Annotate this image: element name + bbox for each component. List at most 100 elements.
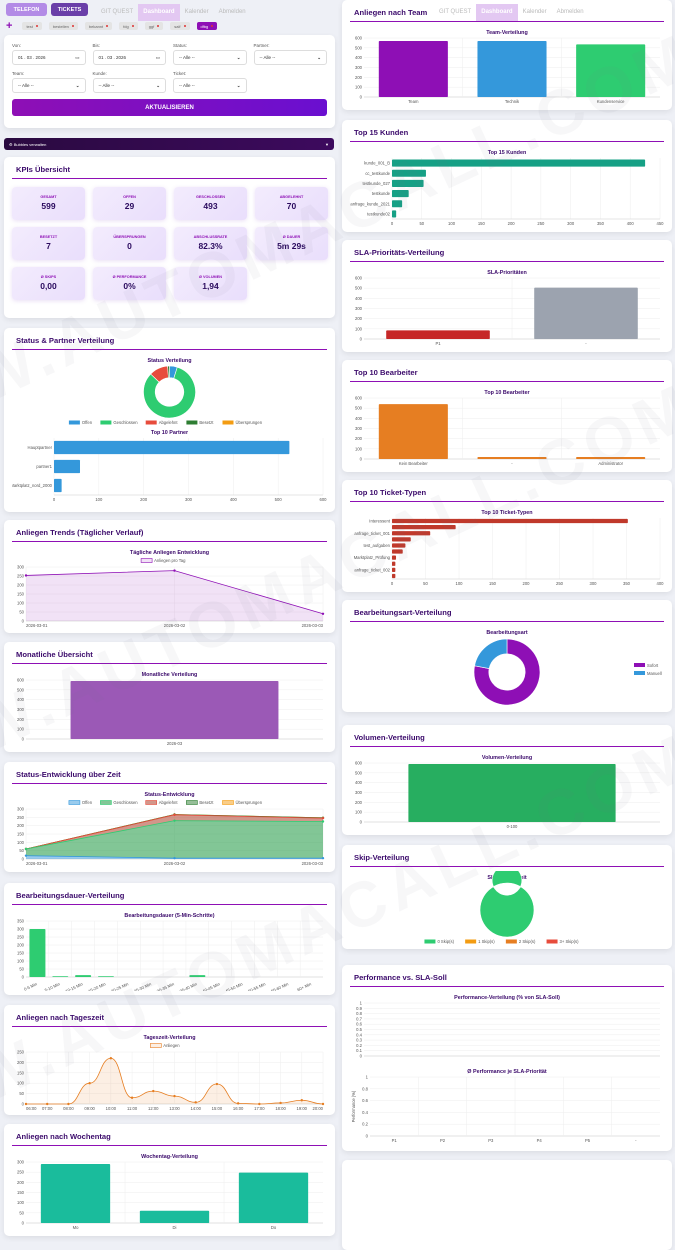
data-point — [279, 1101, 282, 1105]
aktualisieren-button[interactable]: AKTUALISIEREN — [12, 99, 327, 116]
category-label: 12:00 — [148, 1106, 159, 1111]
remove-icon[interactable] — [106, 25, 109, 27]
partner-select[interactable]: -- Alle -- ⌄ — [253, 50, 327, 65]
bubble-chip[interactable]: bestellen — [48, 22, 78, 30]
category-label: 07:00 — [42, 1106, 53, 1111]
category-label: Hauptpartner — [28, 445, 53, 450]
tick-label: 50 — [19, 848, 24, 853]
tick-label: 0.2 — [362, 1122, 368, 1127]
remove-icon[interactable] — [183, 25, 186, 27]
weekday-chart: Wochentag-Verteilung 0 50 100 150 200 250 300 Mo… — [17, 1154, 323, 1230]
select-value: -- Alle -- — [18, 83, 34, 88]
remove-icon[interactable] — [35, 25, 38, 27]
bis-date-input[interactable]: 01 . 03 . 2026 ▭ — [92, 50, 166, 65]
bar — [238, 1172, 309, 1223]
data-point — [321, 856, 325, 860]
remove-icon[interactable] — [157, 25, 160, 27]
chart-title: Performance-Verteilung (% von SLA-Soll) — [454, 995, 560, 1001]
section-title: Bearbeitungsdauer-Verteilung — [12, 883, 327, 905]
performance-by-sla-chart: Ø Performance je SLA-Priorität 0 0.2 0.4 0.6… — [351, 1069, 660, 1143]
status-select[interactable]: -- Alle -- ⌄ — [173, 50, 247, 65]
team-label: Team: — [12, 71, 25, 76]
calendar-icon[interactable]: ▭ — [75, 54, 80, 60]
legend-label: Abgelehnt — [159, 800, 179, 805]
nav-git-quest[interactable]: GIT QUEST — [101, 9, 134, 15]
area-fill — [26, 820, 323, 859]
kpi-value: 493 — [203, 201, 218, 211]
tick-label: 100 — [355, 326, 363, 331]
nav-abmelden[interactable]: Abmelden — [556, 9, 584, 15]
category-label: 2026-03-03 — [302, 623, 324, 628]
chart-title: Tageszeit-Verteilung — [143, 1035, 195, 1041]
data-point — [173, 856, 176, 860]
bubbles-toggle[interactable]: ⚙ Bubbles verwalten ▼ — [4, 138, 334, 150]
remove-icon[interactable] — [131, 25, 134, 27]
chevron-down-icon: ⌄ — [236, 54, 241, 60]
nav-kalender[interactable]: Kalender — [522, 9, 547, 15]
kpi-label: Abgelehnt — [279, 195, 304, 199]
kpi-label: Offen — [123, 195, 136, 199]
legend-swatch — [150, 1043, 162, 1048]
category-label: - — [635, 1138, 637, 1143]
data-point — [24, 574, 28, 577]
ticket-select[interactable]: -- Alle -- ⌄ — [173, 78, 247, 93]
bubble-chip[interactable]: test — [22, 22, 42, 30]
tick-label: 1 — [366, 1075, 369, 1080]
add-bubble-button[interactable]: + — [6, 20, 13, 32]
kpi-tile: Ø Volumen 1,94 — [174, 267, 247, 300]
telefon-button[interactable]: TELEFON — [6, 3, 47, 16]
tick-label: 50 — [19, 1210, 24, 1215]
bubble-chip[interactable]: bekannt — [84, 22, 113, 30]
tick-label: 50 — [19, 1091, 24, 1096]
status-chart: Status Verteilung Offen Geschlossen Abgeleh… — [68, 358, 263, 425]
bar — [392, 518, 628, 524]
tick-label: 500 — [355, 406, 363, 411]
tick-label: 250 — [17, 1170, 25, 1175]
tick-label: 0.5 — [356, 1027, 362, 1032]
ticket-label: Ticket: — [173, 71, 187, 76]
performance-distribution-chart: Performance-Verteilung (% von SLA-Soll) 0… — [356, 995, 660, 1059]
remove-icon[interactable] — [211, 25, 214, 27]
bubble-chip[interactable]: salf — [170, 22, 190, 30]
nav-kalender[interactable]: Kalender — [184, 9, 209, 15]
chart-title: SLA-Prioritäten — [487, 270, 527, 276]
chip-label: test — [26, 23, 33, 29]
kpi-label: Ø Volumen — [199, 275, 222, 279]
nav-dashboard[interactable]: Dashboard — [476, 3, 518, 21]
chevron-down-icon: ⌄ — [75, 82, 80, 88]
section-title: Status-Entwicklung über Zeit — [12, 762, 327, 784]
tick-label: 300 — [590, 581, 598, 586]
tick-label: 300 — [567, 221, 575, 226]
calendar-icon[interactable]: ▭ — [155, 54, 160, 60]
tickets-button[interactable]: TICKETS — [51, 3, 88, 16]
kpi-label: Besetzt — [39, 235, 58, 239]
tick-label: 0.6 — [362, 1098, 368, 1103]
tick-label: 200 — [355, 75, 363, 80]
section-title: SLA-Prioritäts-Verteilung — [350, 240, 664, 262]
chart-title: Wochentag-Verteilung — [141, 1154, 198, 1160]
bubble-chip[interactable]: ggf — [144, 22, 164, 30]
bubble-chip[interactable]: fdg — [119, 22, 138, 30]
team-select[interactable]: -- Alle -- ⌄ — [12, 78, 86, 93]
tick-label: 400 — [355, 416, 363, 421]
chart-title: Tägliche Anliegen Entwicklung — [130, 550, 209, 556]
kunde-select[interactable]: -- Alle -- ⌄ — [92, 78, 166, 93]
tick-label: 250 — [17, 815, 25, 820]
nav-git-quest[interactable]: GIT QUEST — [439, 9, 472, 15]
category-label: P1 — [392, 1138, 398, 1143]
weekday-card: Anliegen nach Wochentag Wochentag-Vertei… — [4, 1124, 335, 1236]
chip-label: bekannt — [88, 23, 104, 29]
nav-dashboard[interactable]: Dashboard — [138, 3, 180, 21]
status-partner-card: Status & Partner Verteilung Status Verte… — [4, 328, 335, 512]
trends-card: Anliegen Trends (Täglicher Verlauf) Tägl… — [4, 520, 335, 633]
nav-abmelden[interactable]: Abmelden — [218, 9, 246, 15]
data-point — [173, 819, 176, 822]
data-point — [300, 1099, 303, 1102]
remove-icon[interactable] — [71, 25, 74, 27]
von-date-input[interactable]: 01 . 03 . 2026 ▭ — [12, 50, 86, 65]
bubble-chip-active[interactable]: dfbg — [196, 22, 218, 30]
category-label: 40-45 Min — [202, 981, 222, 991]
chart-title: Status Verteilung — [147, 358, 191, 364]
mode-chart: Bearbeitungsart Sofort Manuell — [473, 630, 662, 706]
chip-label: bestellen — [52, 23, 69, 29]
